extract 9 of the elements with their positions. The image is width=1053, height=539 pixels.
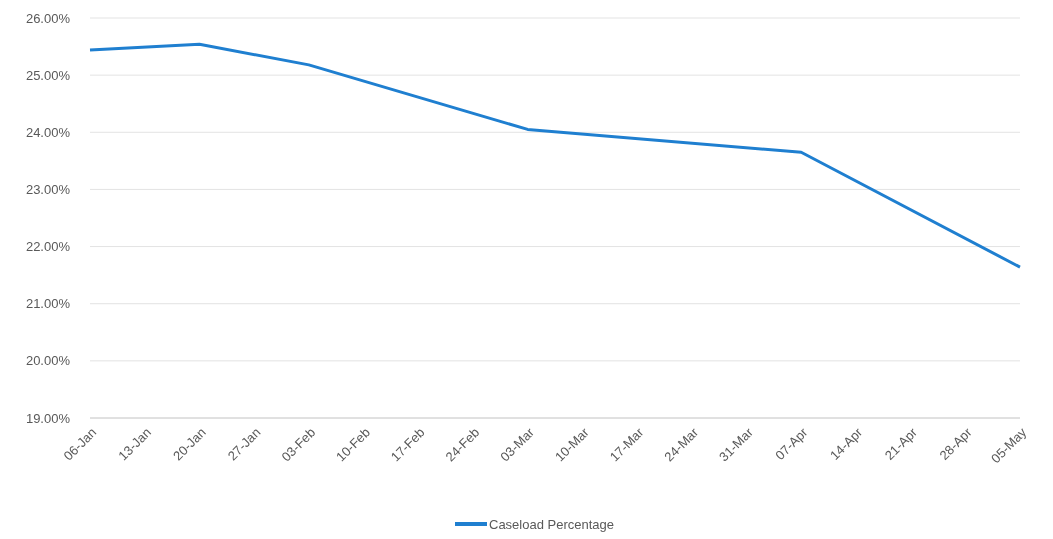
legend-label: Caseload Percentage [489,516,615,532]
y-tick-label: 22.00% [25,239,71,255]
y-tick-label: 26.00% [25,10,71,26]
y-tick-label: 23.00% [25,181,71,197]
y-tick-label: 25.00% [25,67,71,83]
y-tick-label: 24.00% [25,124,71,140]
y-tick-label: 19.00% [25,410,71,426]
y-tick-label: 20.00% [25,353,71,369]
y-tick-label: 21.00% [25,296,71,312]
